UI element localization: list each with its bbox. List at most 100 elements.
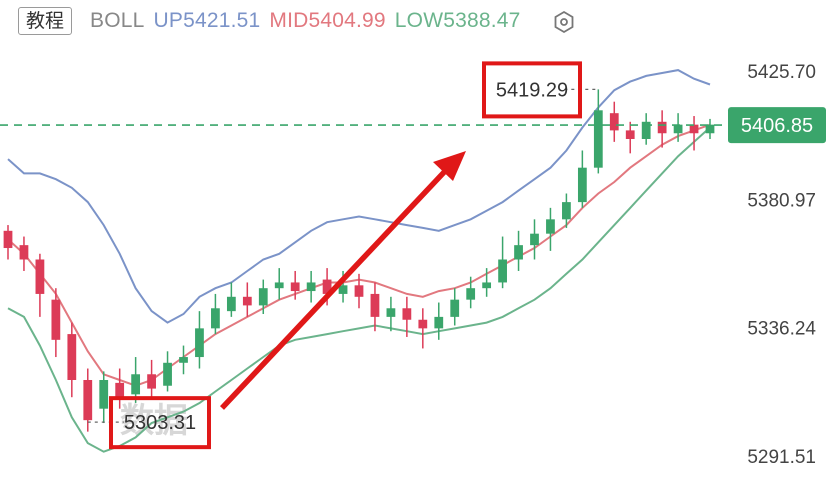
candle bbox=[418, 308, 428, 349]
candle-body bbox=[530, 233, 539, 246]
candle-body bbox=[450, 299, 460, 317]
candle-body bbox=[498, 259, 507, 283]
settings-hexagon-icon[interactable] bbox=[552, 10, 576, 34]
candle-body bbox=[99, 379, 109, 409]
candle bbox=[689, 116, 699, 151]
candle bbox=[226, 282, 236, 317]
candle-body bbox=[434, 316, 444, 329]
arrow-head bbox=[433, 151, 466, 181]
candle bbox=[3, 225, 13, 260]
boll-mid-value: MID5404.99 bbox=[269, 9, 386, 32]
watermark-text: 数据 bbox=[120, 401, 188, 441]
candle-body bbox=[83, 379, 93, 421]
candle-body bbox=[274, 282, 284, 289]
candle-body bbox=[593, 110, 603, 168]
candle bbox=[51, 288, 61, 358]
boll-up-line bbox=[7, 69, 711, 324]
candle bbox=[35, 253, 45, 317]
high-callout-label: 5419.29 bbox=[496, 79, 568, 101]
candle-body bbox=[546, 219, 555, 234]
candle-body bbox=[163, 362, 172, 386]
candle bbox=[195, 311, 204, 369]
candle bbox=[274, 268, 284, 300]
candle bbox=[99, 371, 109, 424]
candle-body bbox=[3, 230, 13, 249]
candle bbox=[131, 357, 141, 403]
candle bbox=[625, 121, 635, 154]
candle bbox=[163, 351, 172, 392]
candle-body bbox=[131, 374, 141, 395]
trend-arrow bbox=[219, 151, 466, 410]
candle-body bbox=[402, 308, 412, 320]
candle bbox=[450, 288, 460, 326]
candle bbox=[179, 345, 188, 375]
candle-body bbox=[179, 357, 188, 363]
candle-body bbox=[147, 374, 156, 389]
candle-body bbox=[290, 282, 300, 292]
candle bbox=[577, 150, 587, 208]
candles bbox=[3, 89, 715, 432]
candle bbox=[83, 368, 93, 432]
candle-body bbox=[115, 382, 125, 398]
candle-body bbox=[418, 319, 428, 329]
candle bbox=[641, 113, 651, 145]
candle bbox=[546, 207, 555, 251]
candle bbox=[530, 219, 539, 260]
candle-body bbox=[657, 121, 667, 134]
axis-tick-label: 5291.51 bbox=[747, 447, 816, 468]
boll-low-value: LOW5388.47 bbox=[394, 9, 521, 32]
candle-body bbox=[514, 245, 523, 260]
tutorial-button[interactable]: 教程 bbox=[18, 7, 72, 35]
candle-body bbox=[482, 282, 492, 289]
candle-body bbox=[338, 285, 348, 294]
indicator-header: 教程 BOLL UP5421.51 MID5404.99 LOW5388.47 bbox=[0, 0, 829, 44]
candle-body bbox=[641, 121, 651, 139]
candle bbox=[115, 368, 125, 409]
low-callout-label: 5303.31 bbox=[124, 412, 196, 434]
current-price-marker: 5406.85 bbox=[0, 107, 826, 144]
candle-body bbox=[562, 202, 571, 220]
candle bbox=[705, 118, 715, 139]
candle-body bbox=[577, 167, 587, 203]
candle bbox=[19, 236, 29, 271]
candle bbox=[434, 302, 444, 340]
candle bbox=[673, 113, 683, 142]
candle bbox=[498, 236, 507, 289]
high-callout-box bbox=[482, 61, 582, 119]
candle bbox=[147, 359, 156, 398]
candle bbox=[562, 193, 571, 228]
candle bbox=[67, 322, 77, 398]
candle bbox=[290, 270, 300, 300]
candle bbox=[306, 270, 316, 303]
callouts: 5419.29 5303.31 bbox=[87, 61, 599, 450]
candle bbox=[466, 276, 476, 309]
candle bbox=[402, 296, 412, 337]
axis-tick-label: 5380.97 bbox=[747, 190, 816, 211]
candle bbox=[609, 101, 619, 142]
candle bbox=[242, 282, 252, 317]
candle bbox=[211, 293, 220, 335]
candle-body bbox=[306, 282, 316, 292]
candle-body bbox=[258, 288, 268, 306]
candle-body bbox=[609, 113, 619, 131]
candle-body bbox=[386, 308, 396, 317]
candle-body bbox=[673, 124, 683, 134]
candle-body bbox=[226, 296, 236, 312]
indicator-values: BOLL UP5421.51 MID5404.99 LOW5388.47 bbox=[90, 8, 530, 34]
boll-up-value: UP5421.51 bbox=[153, 9, 261, 32]
candle-body bbox=[705, 124, 715, 134]
axis-tick-label: 5425.70 bbox=[747, 62, 816, 83]
candle-body bbox=[51, 299, 61, 340]
candle bbox=[593, 89, 603, 174]
current-price-label: 5406.85 bbox=[741, 115, 813, 137]
candle-body bbox=[370, 293, 380, 317]
candle-body bbox=[354, 285, 364, 297]
candle-body bbox=[67, 334, 77, 380]
candle-body bbox=[322, 279, 332, 294]
candle-body bbox=[466, 288, 476, 300]
candle-body bbox=[689, 124, 699, 134]
candle bbox=[354, 273, 364, 309]
candle bbox=[258, 279, 268, 315]
indicator-name: BOLL bbox=[90, 9, 145, 32]
